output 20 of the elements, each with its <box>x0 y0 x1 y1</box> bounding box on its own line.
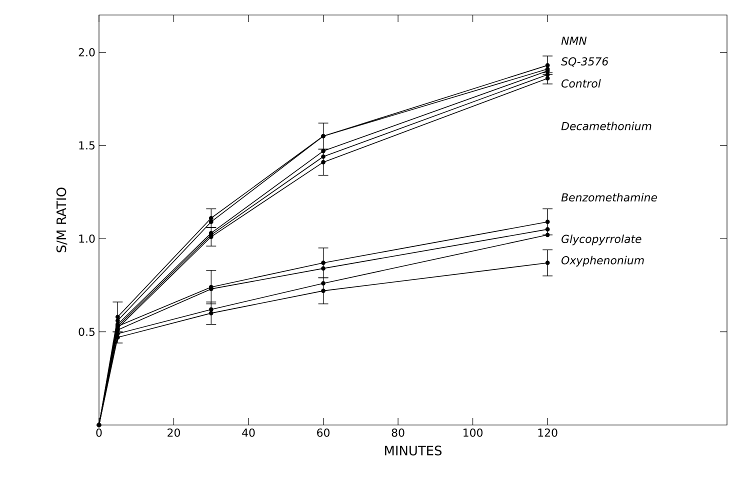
series-label: Control <box>562 79 601 88</box>
series-label: Glycopyrrolate <box>562 234 642 246</box>
x-tick-label: 20 <box>168 428 180 437</box>
text: Benzomethamine <box>561 193 658 202</box>
x-tick-label: 0 <box>96 428 102 437</box>
y-tick-label: 2.0 <box>78 48 95 56</box>
x-tick-label: 100 <box>464 428 483 437</box>
y-axis-title: S/M RATIO <box>56 188 68 252</box>
x-tick-label: 60 <box>317 428 330 437</box>
x-tick-label: 40 <box>242 428 255 437</box>
series-label: SQ-3576 <box>561 57 608 67</box>
y-tick-label: 1.0 <box>79 234 95 243</box>
x-axis-title: MINUTES <box>385 446 442 456</box>
text: Decamethonium <box>561 122 652 130</box>
series-label: Oxyphenonium <box>561 256 644 267</box>
text: NMN <box>561 36 587 45</box>
y-tick-label: 1.5 <box>79 141 95 150</box>
x-tick-label: 120 <box>538 428 558 437</box>
x-tick-label: 80 <box>392 428 404 437</box>
y-tick-label: 0.5 <box>78 328 95 336</box>
